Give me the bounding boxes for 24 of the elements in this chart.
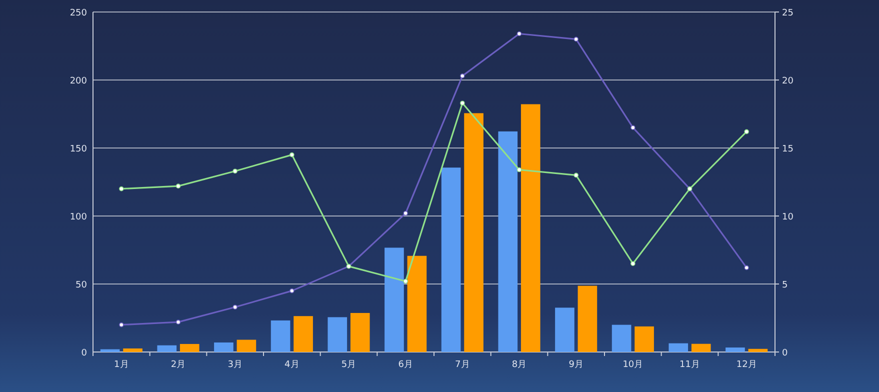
x-tick-label: 6月 xyxy=(398,360,413,370)
y2-tick-label: 5 xyxy=(782,280,788,290)
y-tick-label: 200 xyxy=(70,76,88,86)
x-tick-label: 5月 xyxy=(341,360,356,370)
x-tick-label: 3月 xyxy=(228,360,242,370)
y2-tick-label: 25 xyxy=(782,8,794,18)
y2-tick-label: 0 xyxy=(782,348,788,358)
y2-tick-label: 15 xyxy=(782,144,794,154)
x-tick-label: 1月 xyxy=(114,360,129,370)
x-tick-label: 9月 xyxy=(568,360,584,370)
y-tick-label: 100 xyxy=(70,212,88,222)
x-tick-label: 10月 xyxy=(622,360,644,370)
x-tick-label: 4月 xyxy=(284,360,300,370)
y-tick-label: 50 xyxy=(76,280,88,290)
y-tick-label: 250 xyxy=(70,8,88,18)
x-tick-label: 7月 xyxy=(455,360,470,370)
y2-tick-label: 10 xyxy=(782,212,794,222)
x-tick-label: 8月 xyxy=(512,360,527,370)
x-tick-label: 12月 xyxy=(736,360,757,370)
y2-tick-label: 20 xyxy=(782,76,794,86)
y-tick-label: 0 xyxy=(81,348,88,358)
y-tick-label: 150 xyxy=(70,144,88,154)
x-tick-label: 11月 xyxy=(680,360,700,370)
x-tick-label: 2月 xyxy=(170,360,186,370)
